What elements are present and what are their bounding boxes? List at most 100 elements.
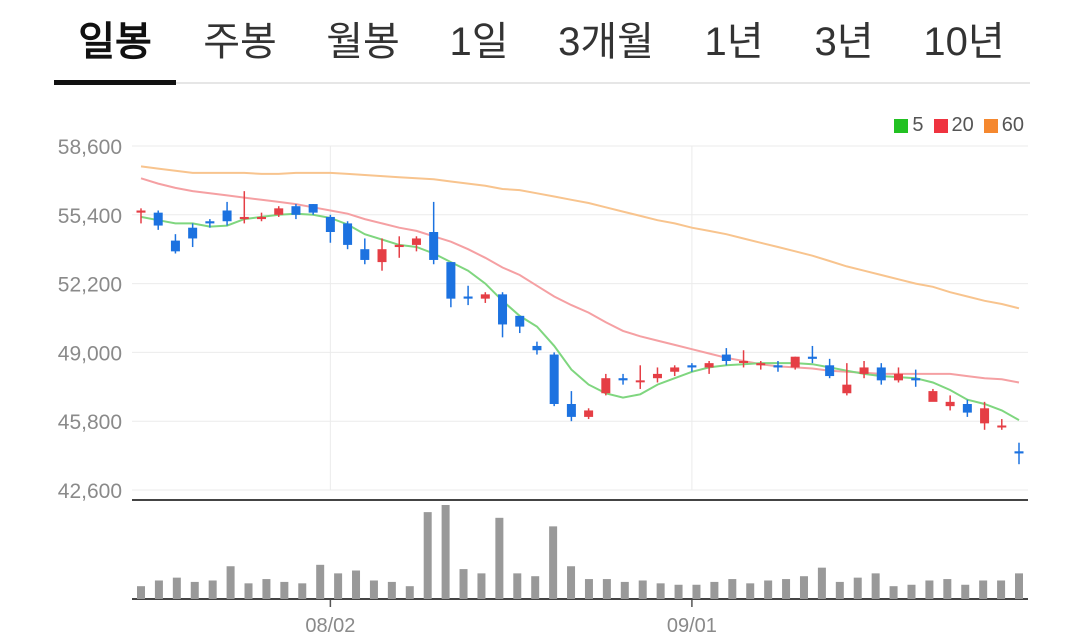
volume-bar [280,581,289,599]
tab-monthly[interactable]: 월봉 [326,20,400,64]
volume-bar [584,579,593,599]
tab-1day[interactable]: 1일 [449,20,509,64]
volume-bar [746,583,755,599]
volume-bar [137,586,145,599]
volume-bar [638,580,647,599]
volume-bar [352,570,361,599]
candle-body [325,216,335,232]
x-tick-label: 09/01 [667,615,717,637]
volume-bar [674,584,683,599]
candle-body [825,365,835,377]
legend-item-ma60: 60 [983,114,1024,137]
candle-body [807,356,817,359]
legend-label-ma60: 60 [1001,114,1024,136]
candle-body [549,354,559,404]
candle-body [893,373,903,381]
candle-body [515,315,525,327]
volume-bar [907,584,916,599]
y-tick-label: 58,600 [58,136,122,159]
candle-body [308,204,318,213]
candle-body [532,345,542,351]
volume-bar [889,586,898,599]
ma60-line [140,165,1020,310]
candle-body [687,365,697,368]
candle-body [239,216,249,220]
volume-bar [1015,573,1023,599]
volume-bar [172,577,181,599]
period-tabs: 일봉 주봉 월봉 1일 3개월 1년 3년 10년 [54,0,1030,86]
tab-1year[interactable]: 1년 [704,20,764,64]
candle-body [980,408,990,424]
volume-bar [316,564,325,599]
candle-body [360,249,370,260]
candle-body [463,296,473,299]
candle-body [670,367,680,372]
volume-bar [961,584,970,599]
candle-body [876,367,886,381]
legend-item-ma20: 20 [933,114,974,137]
volume-bar [782,579,791,599]
legend-label-ma5: 5 [912,114,924,136]
candle-body [257,216,267,220]
candle-body [704,363,714,368]
candle-body [291,206,301,215]
volume-bar [495,517,504,599]
candle-body [136,210,146,213]
ma5-swatch [894,118,909,133]
candle-body [584,410,594,417]
candle-body [205,221,215,224]
candle-body [842,384,852,394]
volume-bar [244,583,253,599]
volume-bar [602,579,611,599]
candle-body [635,380,645,383]
candle-body [394,244,404,248]
candle-body [170,240,180,252]
candle-body [343,223,353,245]
volume-bar [208,580,217,599]
candle-body [859,367,869,374]
candle-body [945,401,955,407]
volume-bar [567,566,576,599]
candle-body [222,210,232,222]
volume-bar [423,512,432,599]
tab-10years[interactable]: 10년 [923,20,1005,64]
volume-bar [620,581,629,599]
candle-body [153,212,163,226]
ma5-line [140,212,1020,421]
volume-bar [190,581,199,599]
y-tick-label: 49,000 [58,342,122,365]
candle-body [601,378,611,394]
tab-weekly[interactable]: 주봉 [203,20,277,64]
tab-3months[interactable]: 3개월 [558,20,654,64]
volume-bar [513,573,522,599]
candle-body [773,365,783,368]
volume-bar [764,580,773,599]
candle-body [274,208,284,215]
volume-bar [334,573,343,599]
volume-bar [835,581,844,599]
volume-bar [387,581,396,599]
candle-body [446,262,456,299]
y-tick-label: 42,600 [58,480,122,503]
tab-daily[interactable]: 일봉 [78,20,152,64]
volume-bar [997,580,1006,599]
candle-body [429,232,439,260]
volume-bar [710,581,719,599]
volume-bar [871,573,880,599]
volume-bar [817,567,826,599]
tab-3years[interactable]: 3년 [814,20,874,64]
candle-body [790,356,800,368]
volume-bar [298,583,307,599]
candle-body [411,238,421,245]
y-tick-label: 52,200 [58,274,122,297]
volume-bar [226,566,235,599]
volume-bar [441,505,450,599]
volume-bar [531,576,540,599]
candle-body [756,363,766,366]
volume-bar [728,579,737,599]
candle-body [480,294,490,299]
x-tick-label: 08/02 [305,615,355,637]
candle-body [962,404,972,413]
candle-body [498,294,508,325]
legend-item-ma5: 5 [894,114,924,137]
